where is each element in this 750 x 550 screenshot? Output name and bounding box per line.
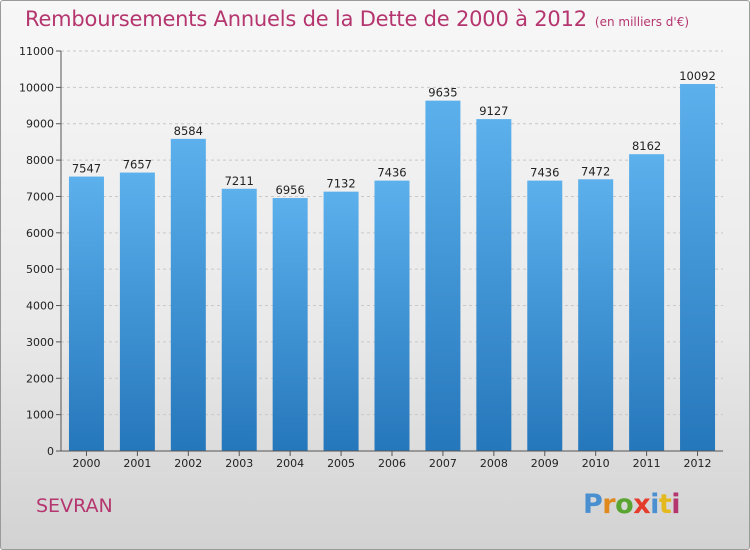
proxiti-logo[interactable]: Proxiti <box>583 489 681 520</box>
y-tick-label: 10000 <box>19 81 54 94</box>
y-tick-label: 1000 <box>26 409 54 422</box>
y-tick-label: 3000 <box>26 336 54 349</box>
axes <box>56 50 723 456</box>
y-tick-label: 0 <box>47 445 54 458</box>
data-label: 9127 <box>479 104 508 118</box>
x-tick-label: 2007 <box>429 457 457 470</box>
data-label: 10092 <box>679 69 716 83</box>
chart-title-text: Remboursements Annuels de la Dette de 20… <box>25 7 587 31</box>
bar <box>221 188 257 452</box>
data-label: 6956 <box>276 183 305 197</box>
bar <box>374 180 410 451</box>
bar <box>68 176 104 451</box>
x-tick-label: 2011 <box>633 457 661 470</box>
logo-letter: r <box>602 489 616 520</box>
data-label: 8162 <box>632 139 661 153</box>
labels: 0 1000 2000 3000 4000 5000 6000 7000 8000 9000 100… <box>19 45 716 470</box>
x-tick-label: 2005 <box>327 457 355 470</box>
y-tick-label: 8000 <box>26 154 54 167</box>
y-tick-label: 5000 <box>26 263 54 276</box>
data-label: 8584 <box>174 124 203 138</box>
data-label: 7657 <box>123 158 152 172</box>
logo-letter: t <box>658 489 672 520</box>
y-tick-label: 7000 <box>26 190 54 203</box>
data-label: 7547 <box>72 162 101 176</box>
data-label: 7211 <box>225 174 254 188</box>
logo-letter: i <box>671 489 681 520</box>
chart-subtitle: (en milliers d'€) <box>594 15 690 29</box>
x-tick-label: 2000 <box>72 457 100 470</box>
x-tick-label: 2009 <box>531 457 559 470</box>
x-tick-label: 2012 <box>684 457 712 470</box>
bar <box>119 172 155 451</box>
bars <box>68 84 716 452</box>
y-tick-label: 2000 <box>26 372 54 385</box>
bar <box>629 154 665 451</box>
logo-letter: x <box>633 489 651 520</box>
x-tick-label: 2008 <box>480 457 508 470</box>
data-label: 7436 <box>530 166 559 180</box>
bar <box>272 198 308 451</box>
logo-letter: i <box>650 489 659 520</box>
bar <box>323 191 359 451</box>
y-tick-label: 4000 <box>26 300 54 313</box>
x-tick-label: 2010 <box>582 457 610 470</box>
data-label: 7132 <box>326 177 355 191</box>
city-name: SEVRAN <box>36 495 113 517</box>
data-label: 7436 <box>377 166 406 180</box>
bar <box>527 180 563 451</box>
logo-letter: P <box>583 489 603 520</box>
x-tick-label: 2004 <box>276 457 304 470</box>
bar <box>680 84 716 451</box>
bar <box>476 119 512 451</box>
x-tick-label: 2002 <box>174 457 202 470</box>
chart-title: Remboursements Annuels de la Dette de 20… <box>25 7 689 31</box>
data-label: 7472 <box>581 164 610 178</box>
bar <box>425 100 461 452</box>
y-tick-label: 11000 <box>19 45 54 58</box>
y-tick-label: 9000 <box>26 118 54 131</box>
x-tick-label: 2006 <box>378 457 406 470</box>
bar <box>578 179 614 452</box>
x-tick-label: 2003 <box>225 457 253 470</box>
logo-letter: o <box>615 489 634 520</box>
x-tick-label: 2001 <box>123 457 151 470</box>
y-tick-label: 6000 <box>26 227 54 240</box>
data-label: 9635 <box>428 86 457 100</box>
bar <box>170 138 206 451</box>
